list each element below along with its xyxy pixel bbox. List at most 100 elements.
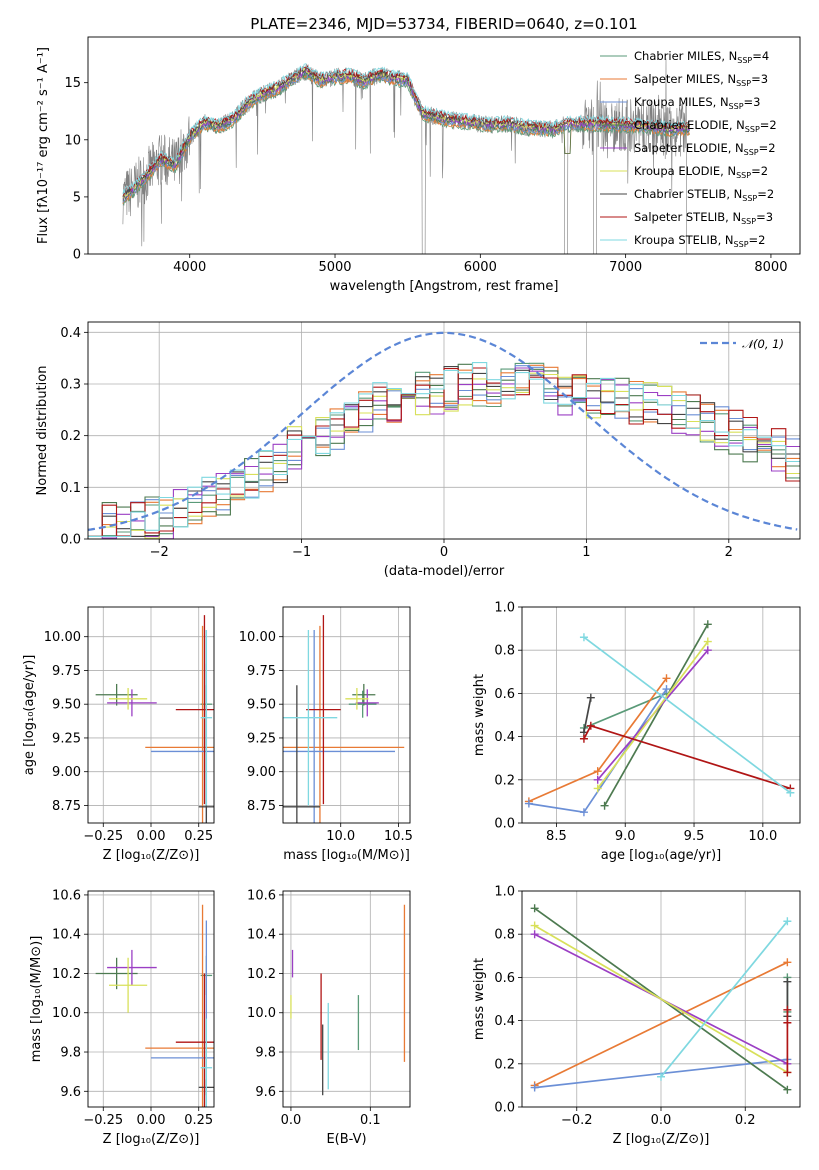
x-tick-label: 0.25 [184,829,213,844]
legend-label-salpeter_miles: Salpeter MILES, NSSP=3 [634,72,768,88]
weight-line-salpeter_miles [534,961,788,1087]
y-tick-label: 0.0 [60,533,81,548]
weight-line-chabrier_elodie [603,623,709,807]
weight-vs-metallicity-panel: −0.2 0.0 0.2 0.0 0.2 0.4 0.6 0.8 1.0 Z [log₁₀(Z/Z… [472,885,801,1147]
x-tick-label: 8.5 [546,829,567,844]
x-tick-label: 0.2 [735,1113,756,1128]
axes-frame [282,890,411,1108]
y-tick-label: 0.2 [60,429,81,444]
x-tick-label: 5000 [318,260,351,275]
x-axis-label: wavelength [Angstrom, rest frame] [330,279,559,294]
x-tick-label: 0.0 [651,1113,672,1128]
legend-label-chabrier_elodie: Chabrier ELODIE, NSSP=2 [634,118,777,134]
weight-marker-salpeter_elodie [530,930,539,939]
y-tick-label: 10.00 [239,630,276,645]
weight-marker-chabrier_elodie [783,1085,792,1094]
weight-line-chabrier_stelib [583,697,592,733]
x-tick-label: 6000 [464,260,497,275]
weight-vs-age-panel: 8.5 9.0 9.5 10.0 0.0 0.2 0.4 0.6 0.8 1.0 age [log₁… [472,601,801,863]
weight-marker-salpeter_stelib [579,734,588,743]
x-axis-label: E(B-V) [326,1132,366,1147]
model-spectrum-chabrier_stelib [122,64,690,198]
weight-marker-salpeter_stelib [783,1018,792,1027]
y-tick-label: 9.25 [247,731,276,746]
x-tick-label: −0.25 [83,829,123,844]
y-tick-label: 10.0 [52,1006,81,1021]
x-axis-label: age [log₁₀(age/yr)] [601,848,722,863]
y-tick-label: 0.4 [494,730,515,745]
y-tick-label: 10.6 [247,888,276,903]
x-tick-label: −2 [150,545,169,560]
weight-marker-kroupa_stelib [786,788,795,797]
y-tick-label: 15 [64,76,81,91]
x-axis-label: Z [log₁₀(Z/Z⊙)] [613,1132,710,1147]
y-tick-label: 0.2 [494,773,515,788]
weight-marker-kroupa_elodie [703,637,712,646]
weight-marker-kroupa_stelib [783,917,792,926]
x-tick-label: 4000 [173,260,206,275]
y-tick-label: 9.75 [247,664,276,679]
x-axis-label: Z [log₁₀(Z/Z⊙)] [103,848,200,863]
legend-label-gaussian: 𝒩(0, 1) [742,337,784,351]
y-tick-label: 5 [73,190,81,205]
x-tick-label: 9.0 [615,829,636,844]
plot-area [122,58,690,254]
y-tick-label: 10.4 [52,928,81,943]
x-tick-label: 9.5 [684,829,705,844]
weight-marker-chabrier_elodie [600,801,609,810]
weight-marker-chabrier_stelib [783,977,792,986]
weight-marker-kroupa_stelib [579,633,588,642]
plot-area [95,904,214,1107]
y-tick-label: 9.50 [52,698,81,713]
axes-frame [282,606,411,824]
y-tick-label: 0.2 [494,1057,515,1072]
weight-marker-kroupa_stelib [657,1072,665,1081]
y-axis-label: mass weight [472,958,487,1040]
weight-line-salpeter_stelib [583,724,791,790]
weight-marker-chabrier_stelib [586,693,595,702]
observed-spectrum [122,58,690,254]
y-tick-label: 9.25 [52,731,81,746]
y-tick-label: 10.6 [52,888,81,903]
weight-marker-salpeter_elodie [593,775,602,784]
spectrum-panel: 4000 5000 6000 7000 8000 0 5 10 15 wavelength [An… [36,36,801,294]
x-tick-label: 8000 [754,260,787,275]
plot-area [95,615,214,823]
weight-line-kroupa_elodie [597,641,709,789]
x-axis-label: mass [log₁₀(M/M⊙)] [283,848,410,863]
x-axis-label: (data-model)/error [384,564,505,579]
legend-label-kroupa_miles: Kroupa MILES, NSSP=3 [634,95,760,111]
plot-area [283,615,405,823]
x-tick-label: 0.00 [137,829,166,844]
model-spectrum-chabrier_elodie [122,70,690,202]
axes-frame [521,606,801,824]
y-tick-label: 9.8 [60,1046,81,1061]
y-tick-label: 0.0 [494,1101,515,1116]
age-vs-metallicity-panel: −0.25 0.00 0.25 8.75 9.00 9.25 9.50 9.75 10.00 Z … [22,606,215,863]
weight-marker-salpeter_stelib [783,1068,792,1077]
y-axis-label: Normed distribution [35,366,50,496]
x-tick-label: 2 [725,545,733,560]
y-tick-label: 0.1 [60,481,81,496]
legend-label-salpeter_stelib: Salpeter STELIB, NSSP=3 [634,210,773,226]
weight-line-chabrier_miles [583,692,667,729]
model-spectrum-kroupa_miles [122,71,690,203]
axes-frame [87,36,801,255]
weight-marker-salpeter_miles [593,767,602,776]
x-tick-label: 10.0 [748,829,777,844]
y-axis-label: mass [log₁₀(M/M⊙)] [29,936,44,1063]
y-tick-label: 10.2 [52,967,81,982]
legend-label-salpeter_elodie: Salpeter ELODIE, NSSP=2 [634,141,776,157]
residuals-panel: −2 −1 0 1 2 0.0 0.1 0.2 0.3 0.4 (data-model)/error… [35,321,801,579]
weight-marker-salpeter_stelib [586,721,595,730]
weight-marker-chabrier_elodie [530,904,539,913]
weight-marker-kroupa_miles [524,799,533,808]
y-tick-label: 9.6 [60,1085,81,1100]
y-tick-label: 10.0 [247,1006,276,1021]
weight-marker-kroupa_miles [530,1083,539,1092]
x-tick-label: 1 [582,545,590,560]
model-spectrum-salpeter_miles [122,74,690,204]
y-tick-label: 0.8 [494,928,515,943]
weight-marker-kroupa_elodie [530,921,539,930]
